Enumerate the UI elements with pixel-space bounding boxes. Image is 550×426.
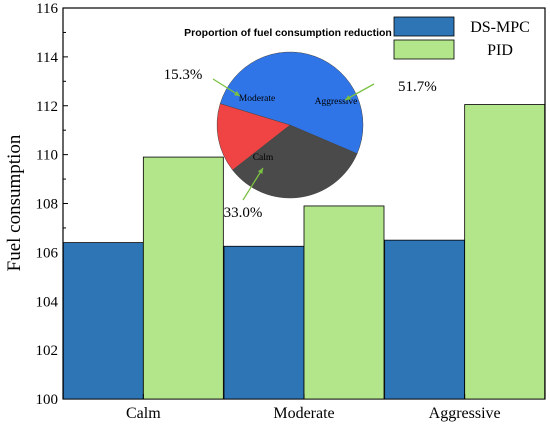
legend-label: DS-MPC: [470, 19, 530, 36]
bar-pid-moderate: [303, 205, 385, 400]
y-axis: 100 102 104 106 108 110 112 114 116: [36, 1, 68, 408]
legend-swatch: [393, 39, 455, 60]
pie-percentage-label: 51.7%: [398, 79, 437, 95]
y-tick-label: 110: [36, 148, 58, 164]
y-tick-label: 116: [36, 1, 58, 17]
y-tick-label: 104: [36, 294, 59, 310]
bar-ds-mpc-moderate: [223, 245, 305, 400]
pie-slice-calm: [232, 124, 358, 199]
y-tick-label: 114: [36, 50, 58, 66]
pie-slice-label: Calm: [253, 153, 274, 163]
pie-annotation-arrowhead: [345, 95, 351, 100]
y-tick-label: 112: [36, 99, 58, 115]
pie-slice-aggressive: [219, 51, 364, 154]
bar-pid-aggressive: [464, 104, 546, 400]
y-tick-label: 108: [36, 197, 59, 213]
x-tick-label: Moderate: [273, 405, 334, 422]
pie-annotation-arrowhead: [257, 168, 263, 174]
bar-ds-mpc-aggressive: [384, 239, 466, 400]
pie-slice-label: Moderate: [239, 94, 275, 104]
pie-title: Proportion of fuel consumption reduction: [184, 27, 392, 39]
y-axis-label: Fuel consumption: [4, 134, 25, 271]
bar-pid-calm: [142, 156, 224, 400]
pie-annotation-arrow: [242, 167, 264, 201]
y-tick-label: 100: [36, 392, 59, 408]
x-tick-label: Aggressive: [429, 405, 501, 422]
x-axis: Calm Moderate Aggressive: [126, 394, 501, 422]
legend-label: PID: [487, 42, 513, 59]
pie-annotation-arrowhead: [234, 90, 240, 96]
x-tick-label: Calm: [126, 405, 161, 422]
pie-slice-moderate: [216, 103, 291, 171]
legend-swatch: [393, 16, 455, 37]
pie-percentage-label: 33.0%: [224, 205, 263, 221]
y-tick-label: 106: [36, 245, 59, 261]
pie-chart-inset: Proportion of fuel consumption reduction…: [164, 27, 437, 221]
pie-annotation-arrow: [344, 83, 375, 101]
legend: DS-MPC PID: [393, 16, 530, 60]
pie-slice-label: Aggressive: [315, 97, 358, 107]
pie-percentage-label: 15.3%: [164, 67, 203, 83]
y-tick-label: 102: [36, 343, 59, 359]
bar-ds-mpc-calm: [62, 242, 144, 400]
bar-series: [62, 104, 546, 400]
